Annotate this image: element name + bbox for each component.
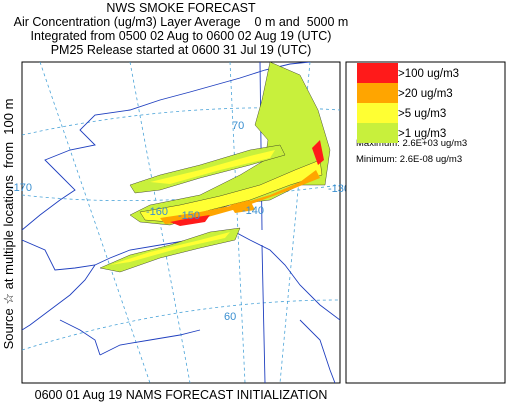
legend-swatch (357, 63, 398, 83)
subtitle: Air Concentration (ug/m3) Layer Average … (14, 15, 349, 29)
legend-label: >20 ug/m3 (398, 88, 453, 100)
footer: 0600 01 Aug 19 NAMS FORECAST INITIALIZAT… (35, 388, 328, 402)
map-label: -170 (10, 182, 32, 194)
legend-swatch (357, 123, 398, 143)
subtitle: PM25 Release started at 0600 31 Jul 19 (… (51, 43, 312, 57)
map-label: -130 (328, 183, 350, 195)
smoke-plumes (99, 61, 331, 273)
legend-label: >5 ug/m3 (398, 108, 446, 120)
title: NWS SMOKE FORECAST (106, 1, 256, 15)
legend: Maximum: 2.6E+03 ug/m3 Minimum: 2.6E-08 … (345, 61, 506, 384)
legend-label: >1 ug/m3 (398, 128, 446, 140)
legend-max: Maximum: 2.6E+03 ug/m3 (356, 138, 467, 149)
map-label: -160 (146, 206, 168, 218)
map: 70 -170 -160 -150 -140 -130 60 (10, 61, 350, 384)
map-label: -140 (242, 205, 264, 217)
map-label: -150 (178, 210, 200, 222)
map-label: 60 (224, 311, 236, 323)
subtitle: Integrated from 0500 02 Aug to 0600 02 A… (31, 29, 332, 43)
legend-label: >100 ug/m3 (398, 68, 459, 80)
legend-swatch (357, 103, 398, 123)
map-label: 70 (232, 120, 244, 132)
legend-min: Minimum: 2.6E-08 ug/m3 (356, 154, 462, 165)
legend-swatch (357, 83, 398, 103)
side-label: Source ☆ at multiple locations from 100 … (1, 99, 16, 350)
